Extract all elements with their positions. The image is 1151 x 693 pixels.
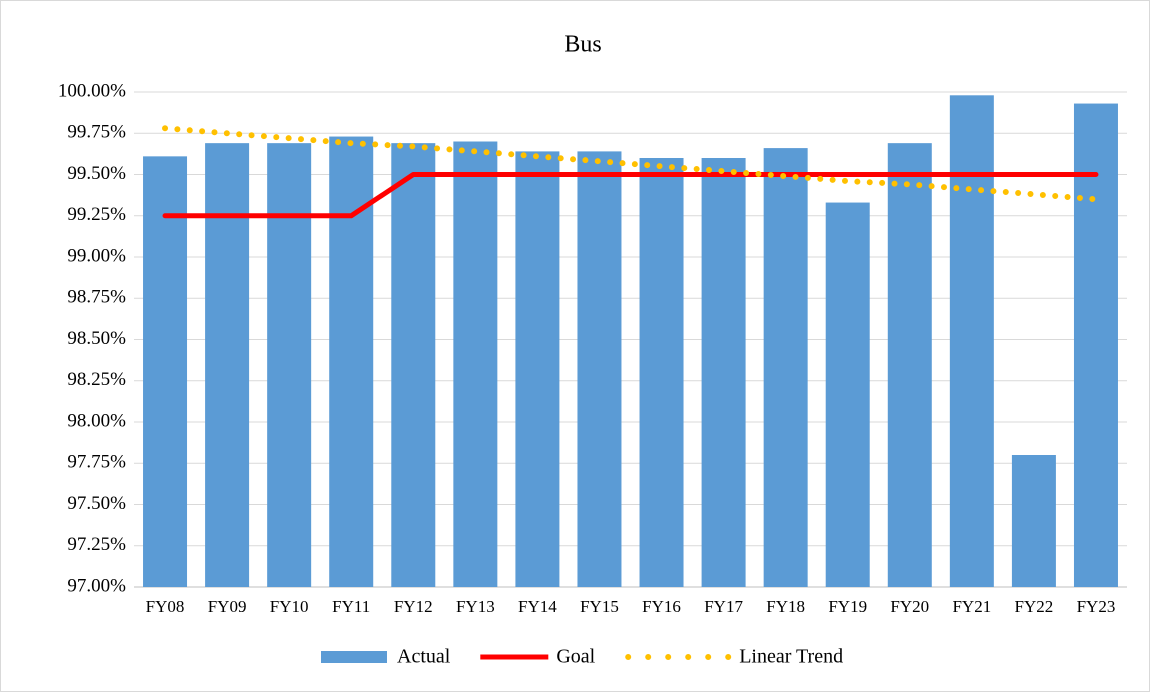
y-tick-label: 99.75%: [67, 122, 126, 143]
chart-title: Bus: [564, 32, 601, 58]
y-tick-label: 100.00%: [58, 80, 126, 101]
bar: [701, 158, 746, 587]
y-tick-label: 98.00%: [67, 410, 126, 431]
x-tick-label: FY11: [332, 597, 370, 616]
bar: [825, 202, 870, 588]
bar: [577, 151, 622, 587]
y-tick-label: 99.25%: [67, 204, 126, 225]
legend-swatch: [321, 651, 387, 663]
x-tick-label: FY17: [704, 597, 743, 616]
y-tick-label: 97.25%: [67, 534, 126, 555]
y-tick-label: 98.25%: [67, 369, 126, 390]
goal-line: [162, 172, 1099, 219]
x-tick-label: FY22: [1015, 597, 1054, 616]
x-tick-label: FY14: [518, 597, 557, 616]
x-tick-label: FY19: [828, 597, 867, 616]
y-tick-label: 98.50%: [67, 328, 126, 349]
x-tick-label: FY13: [456, 597, 495, 616]
y-tick-label: 99.00%: [67, 245, 126, 266]
x-tick-label: FY09: [208, 597, 247, 616]
x-tick-label: FY10: [270, 597, 309, 616]
y-tick-label: 99.50%: [67, 163, 126, 184]
x-tick-label: FY20: [890, 597, 929, 616]
bar: [267, 143, 312, 587]
legend-label: Linear Trend: [739, 646, 843, 668]
x-tick-label: FY23: [1077, 597, 1116, 616]
x-tick-label: FY12: [394, 597, 433, 616]
bar: [391, 143, 436, 587]
y-tick-label: 97.00%: [67, 575, 126, 596]
x-tick-label: FY21: [952, 597, 991, 616]
bar: [329, 136, 374, 588]
x-tick-label: FY15: [580, 597, 619, 616]
bar: [639, 158, 684, 587]
legend-label: Actual: [397, 646, 451, 668]
bar: [887, 143, 932, 587]
bar: [143, 156, 188, 587]
x-tick-label: FY18: [766, 597, 805, 616]
bar: [1011, 455, 1056, 587]
bar: [1073, 103, 1118, 588]
x-tick-label: FY08: [146, 597, 185, 616]
y-tick-label: 97.50%: [67, 493, 126, 514]
bar: [453, 141, 498, 587]
y-tick-label: 97.75%: [67, 452, 126, 473]
bar: [515, 151, 560, 587]
bar: [763, 148, 808, 587]
bar: [205, 143, 250, 587]
bar: [949, 95, 994, 588]
legend-label: Goal: [556, 646, 595, 668]
y-tick-label: 98.75%: [67, 287, 126, 308]
x-tick-label: FY16: [642, 597, 681, 616]
